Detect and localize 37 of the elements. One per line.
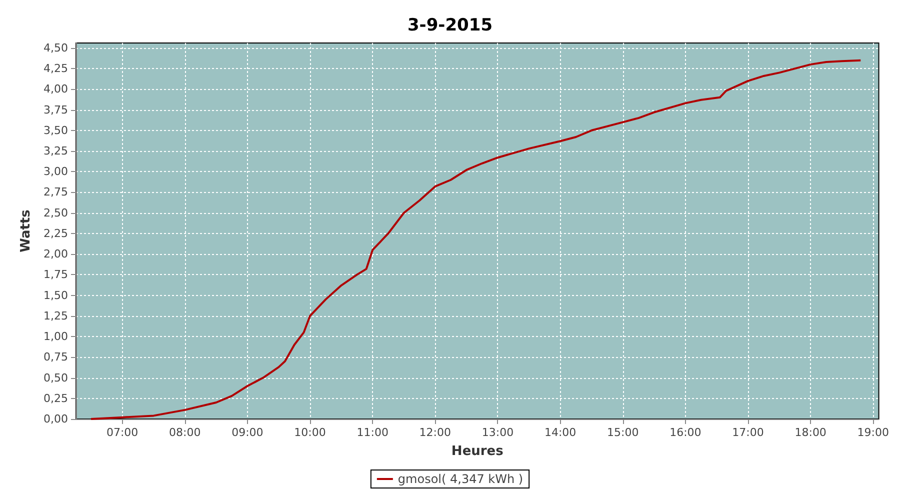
- x-tick-label: 07:00: [106, 426, 138, 439]
- x-tick-label: 14:00: [544, 426, 576, 439]
- x-tick-label: 13:00: [482, 426, 514, 439]
- y-axis-title: Watts: [18, 209, 34, 252]
- x-tick-label: 11:00: [356, 426, 388, 439]
- x-tick-label: 09:00: [232, 426, 264, 439]
- y-tick-label: 3,00: [44, 165, 68, 178]
- x-tick-label: 16:00: [670, 426, 702, 439]
- y-tick-label: 3,25: [44, 144, 68, 158]
- line-series: [90, 59, 862, 420]
- y-tick-label: 3,75: [44, 103, 68, 116]
- y-tick-label: 0,75: [44, 350, 68, 364]
- y-tick-label: 4,00: [44, 82, 68, 96]
- chart-title: 3-9-2015: [407, 16, 493, 36]
- x-tick-label: 18:00: [794, 426, 826, 439]
- y-tick-label: 0,00: [44, 412, 68, 426]
- y-tick-label: 0,25: [44, 392, 68, 405]
- y-tick-label: 1,50: [44, 288, 68, 302]
- x-tick-label: 12:00: [419, 426, 452, 439]
- legend-label: gmosol( 4,347 kWh ): [398, 472, 524, 486]
- x-tick-label: 19:00: [857, 426, 889, 439]
- x-tick-label: 15:00: [607, 426, 639, 439]
- x-tick-label: 10:00: [294, 426, 326, 439]
- y-tick-label: 2,50: [44, 206, 68, 220]
- y-tick-label: 0,50: [44, 371, 68, 384]
- y-tick-label: 2,75: [44, 186, 68, 199]
- y-tick-label: 3,50: [44, 124, 68, 137]
- x-tick-label: 17:00: [732, 426, 764, 439]
- y-tick-label: 1,00: [44, 330, 68, 344]
- y-tick-label: 4,50: [44, 41, 68, 54]
- y-tick-label: 4,25: [44, 62, 68, 76]
- x-axis-title: Heures: [451, 444, 504, 459]
- y-tick-label: 2,25: [44, 226, 68, 240]
- y-tick-label: 1,25: [44, 309, 68, 322]
- x-tick-label: 08:00: [169, 426, 201, 439]
- y-tick-label: 1,75: [44, 268, 68, 282]
- y-tick-label: 2,00: [44, 248, 68, 261]
